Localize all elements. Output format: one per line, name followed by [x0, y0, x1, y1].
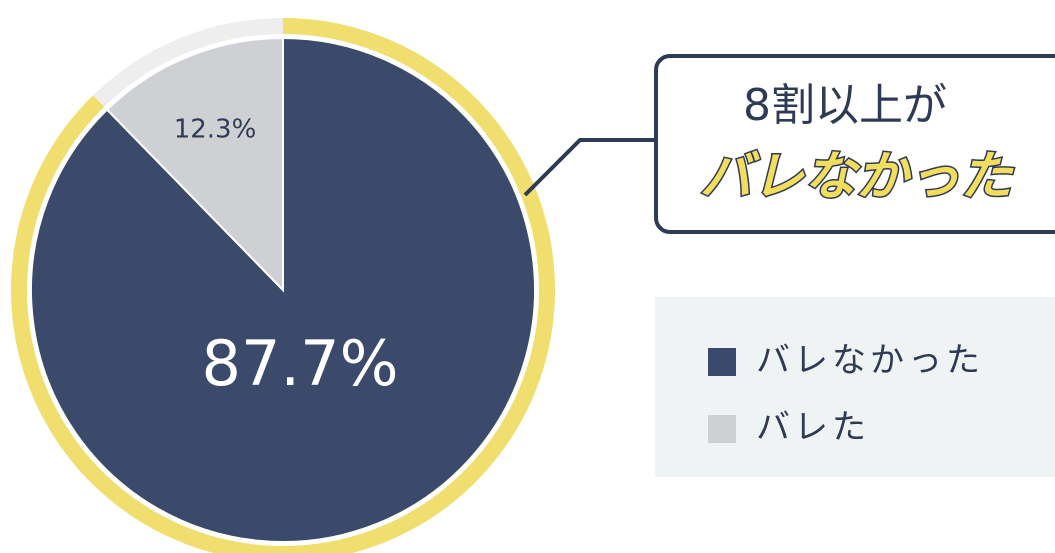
ring-segment	[93, 18, 284, 107]
pie-slice	[105, 36, 284, 293]
legend-box	[655, 297, 1055, 477]
callout-line	[523, 138, 655, 197]
annotation: バレなかった	[700, 147, 1014, 207]
data-label: 87.7%	[202, 327, 399, 400]
callout-box	[654, 54, 1055, 234]
legend-swatch	[708, 348, 736, 376]
legend-label: バレた	[756, 408, 870, 448]
legend-swatch	[708, 415, 736, 443]
data-label: 12.3%	[174, 115, 257, 145]
legend-label: バレなかった	[756, 341, 984, 381]
annotation: 8割以上が	[743, 80, 947, 131]
